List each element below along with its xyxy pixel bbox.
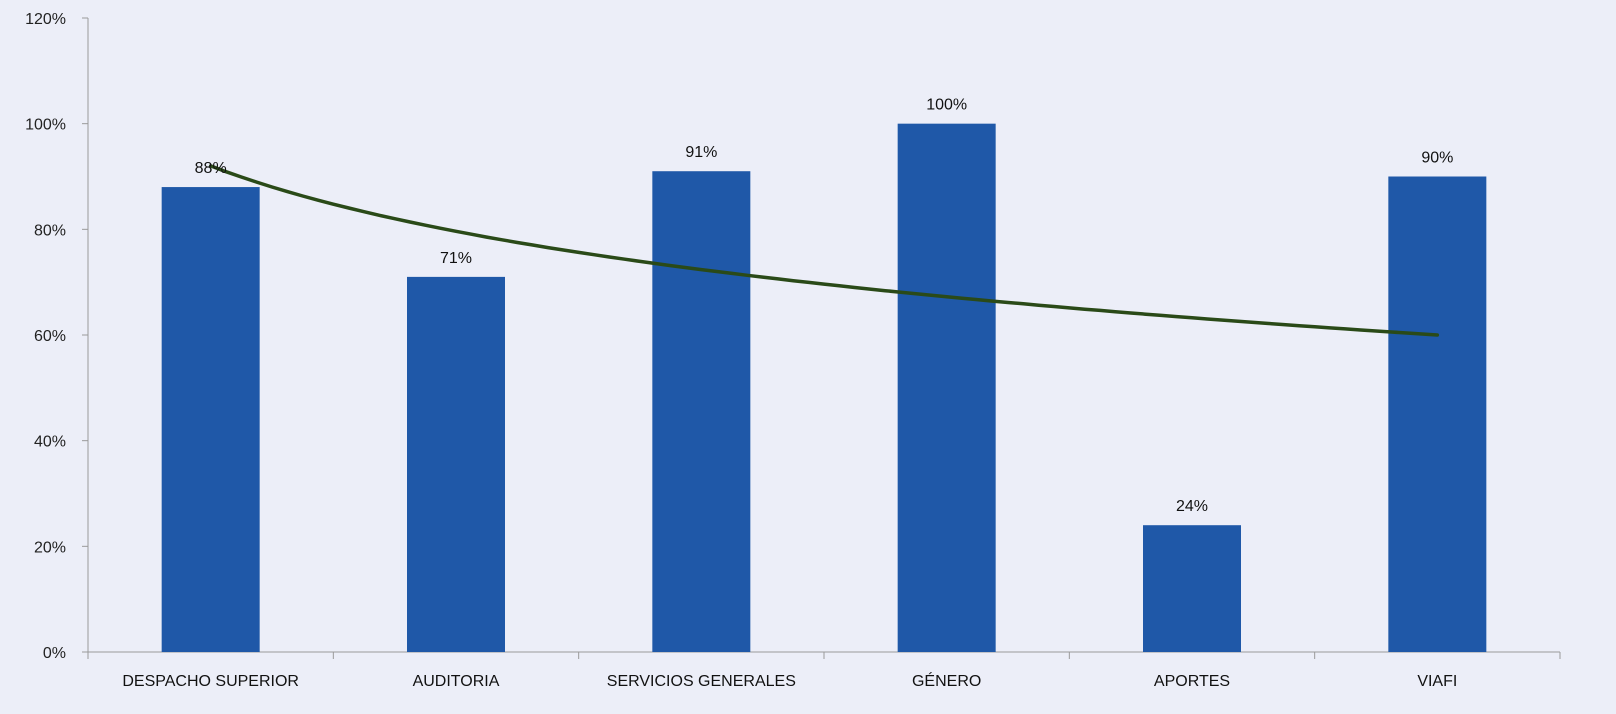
y-tick-label: 100% — [25, 117, 66, 134]
bar — [897, 123, 996, 652]
y-tick-label: 80% — [34, 222, 66, 239]
bar — [407, 276, 505, 652]
data-label: 71% — [440, 250, 472, 267]
data-labels: 88% 71% 91% 100% 24% 90% — [195, 97, 1454, 516]
y-tick-label: 40% — [34, 434, 66, 451]
data-label: 90% — [1421, 150, 1453, 167]
x-tick-label: GÉNERO — [912, 671, 981, 690]
data-label: 88% — [195, 160, 227, 177]
x-tick-label: SERVICIOS GENERALES — [607, 673, 796, 690]
x-tick-label: VIAFI — [1417, 673, 1457, 690]
y-tick-label: 60% — [34, 328, 66, 345]
x-tick-label: AUDITORIA — [413, 673, 500, 690]
data-label: 91% — [685, 144, 717, 161]
bars — [161, 123, 1487, 653]
x-tick-label: APORTES — [1154, 673, 1230, 690]
y-tick-label: 120% — [25, 11, 66, 28]
y-axis: 0% 20% 40% 60% 80% 100% 120% — [25, 11, 89, 662]
bar — [1388, 176, 1487, 652]
x-axis: DESPACHO SUPERIOR AUDITORIA SERVICIOS GENE… — [87, 651, 1561, 690]
data-label: 100% — [926, 97, 967, 114]
data-label: 24% — [1176, 498, 1208, 515]
y-tick-label: 0% — [43, 645, 66, 662]
bar — [1143, 525, 1241, 652]
bar — [652, 171, 751, 652]
y-tick-label: 20% — [34, 539, 66, 556]
trendline-layer — [208, 164, 1440, 337]
x-tick-label: DESPACHO SUPERIOR — [122, 673, 299, 690]
trendline — [208, 164, 1440, 337]
bar — [161, 187, 260, 653]
